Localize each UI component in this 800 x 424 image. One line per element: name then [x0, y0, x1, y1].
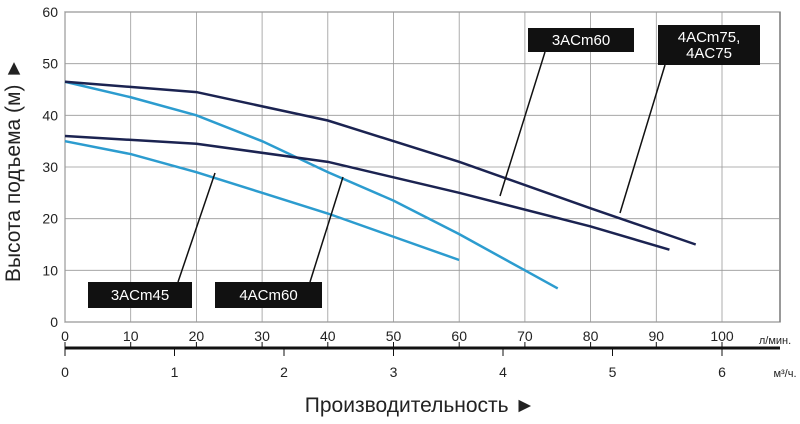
curve	[64, 139, 460, 262]
series-label: 4ACm60	[239, 287, 297, 304]
y-tick-label: 30	[42, 159, 58, 175]
x-unit: л/мин.	[759, 335, 791, 347]
y-tick-label: 40	[42, 107, 58, 123]
x-tick-label: 80	[583, 328, 599, 344]
y-tick-label: 0	[50, 314, 58, 330]
callout-box	[215, 282, 322, 308]
callout-box	[658, 25, 760, 65]
y-tick-label: 60	[42, 4, 58, 20]
x2-tick-label: 6	[718, 364, 726, 380]
x-tick-label: 0	[61, 328, 69, 344]
x-tick-label: 90	[649, 328, 665, 344]
x-tick-label: 40	[320, 328, 336, 344]
series-label: 3ACm60	[552, 32, 610, 49]
series-label: 3ACm45	[111, 287, 169, 304]
x-tick-label: 10	[123, 328, 139, 344]
x-tick-label: 100	[710, 328, 734, 344]
y-tick-label: 50	[42, 56, 58, 72]
series-label: 4ACm75,	[678, 29, 741, 46]
curve	[64, 80, 559, 290]
y-tick-label: 10	[42, 262, 58, 278]
x-tick-label: 20	[189, 328, 205, 344]
x2-tick-label: 2	[280, 364, 288, 380]
x2-unit: м³/ч.	[773, 368, 796, 380]
x2-tick-label: 0	[61, 364, 69, 380]
curve	[64, 80, 697, 246]
x2-tick-label: 4	[499, 364, 507, 380]
series-label: 4AC75	[686, 45, 732, 62]
callout-leader	[177, 172, 216, 283]
x-tick-label: 70	[517, 328, 533, 344]
callout-box	[88, 282, 192, 308]
x-label: Производительность ►	[305, 394, 535, 417]
x2-tick-label: 3	[390, 364, 398, 380]
x-tick-label: 50	[386, 328, 402, 344]
callout-leader	[499, 51, 546, 197]
callout-leader	[619, 64, 666, 214]
x2-tick-label: 1	[171, 364, 179, 380]
x2-tick-label: 5	[609, 364, 617, 380]
callout-leader	[309, 176, 344, 283]
y-tick-label: 20	[42, 211, 58, 227]
callout-box	[528, 28, 634, 52]
y-label: Высота подъема (м) ►	[2, 58, 25, 282]
curve	[64, 134, 670, 251]
x-tick-label: 30	[254, 328, 270, 344]
x-tick-label: 60	[451, 328, 467, 344]
